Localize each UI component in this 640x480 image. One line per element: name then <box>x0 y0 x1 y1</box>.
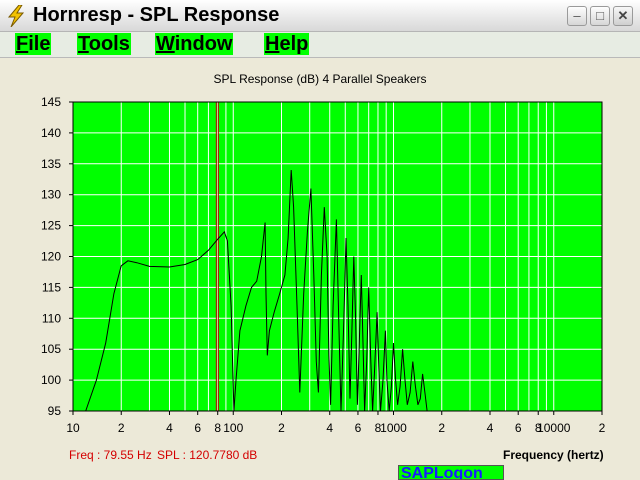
chart-title: SPL Response (dB) 4 Parallel Speakers <box>0 72 640 86</box>
y-tick-label: 95 <box>48 404 62 418</box>
close-button[interactable]: ✕ <box>613 6 633 26</box>
y-tick-label: 105 <box>41 342 61 356</box>
x-tick-label: 2 <box>599 421 606 435</box>
x-tick-label: 4 <box>326 421 333 435</box>
spl-readout: SPL : 120.7780 dB <box>157 448 257 462</box>
freq-readout: Freq : 79.55 Hz <box>69 448 152 462</box>
x-tick-label: 2 <box>438 421 445 435</box>
x-tick-label: 6 <box>194 421 201 435</box>
x-tick-label: 10000 <box>537 421 571 435</box>
y-tick-label: 135 <box>41 157 61 171</box>
x-tick-label: 1000 <box>380 421 407 435</box>
x-tick-label: 10 <box>66 421 80 435</box>
menu-window[interactable]: Window <box>155 33 233 55</box>
menu-help[interactable]: Help <box>264 33 309 55</box>
y-tick-label: 130 <box>41 188 61 202</box>
menu-bar: File Tools Window Help <box>0 32 640 58</box>
y-tick-label: 145 <box>41 95 61 109</box>
x-axis-label: Frequency (hertz) <box>503 448 604 462</box>
x-tick-label: 6 <box>355 421 362 435</box>
window-title: Hornresp - SPL Response <box>33 4 279 27</box>
y-tick-label: 125 <box>41 219 61 233</box>
y-tick-label: 140 <box>41 126 61 140</box>
menu-tools[interactable]: Tools <box>77 33 131 55</box>
x-tick-label: 2 <box>278 421 285 435</box>
x-tick-label: 4 <box>487 421 494 435</box>
x-tick-label: 6 <box>515 421 522 435</box>
x-tick-label: 2 <box>118 421 125 435</box>
y-tick-label: 120 <box>41 250 61 264</box>
menu-file[interactable]: File <box>15 33 51 55</box>
y-tick-label: 115 <box>42 280 61 294</box>
y-tick-label: 110 <box>42 311 61 325</box>
x-tick-label: 8 <box>214 421 221 435</box>
lightning-bolt-icon <box>6 5 26 27</box>
maximize-button[interactable]: □ <box>590 6 610 26</box>
minimize-icon: – <box>573 8 580 23</box>
close-icon: ✕ <box>618 8 629 23</box>
maximize-icon: □ <box>596 8 604 23</box>
x-tick-label: 4 <box>166 421 173 435</box>
title-bar: Hornresp - SPL Response – □ ✕ <box>0 0 640 32</box>
saplogon-taskbar-button[interactable]: SAPLogon <box>398 465 504 480</box>
minimize-button[interactable]: – <box>567 6 587 26</box>
saplogon-label: SAPLogon <box>401 465 483 480</box>
x-tick-label: 100 <box>223 421 243 435</box>
y-tick-label: 100 <box>41 373 61 387</box>
